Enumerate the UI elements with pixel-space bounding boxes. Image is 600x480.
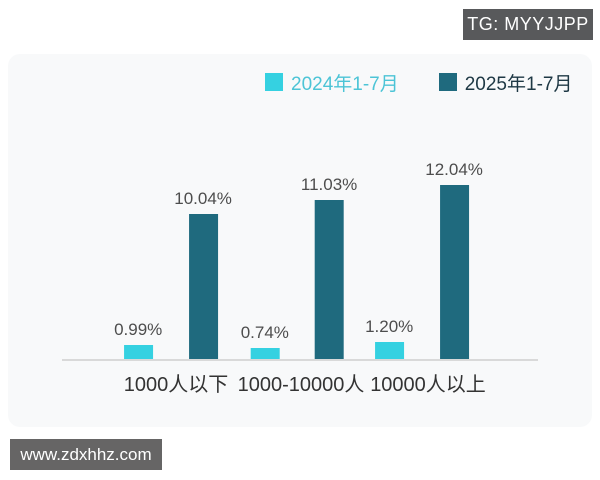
legend-item-2025: 2025年1-7月: [438, 69, 573, 96]
bar-2024: [250, 348, 280, 359]
category-axis: 1000人以下 1000-10000人 10000人以上: [62, 366, 538, 396]
legend-swatch-icon: [265, 73, 283, 91]
bar-column: 12.04%: [425, 160, 483, 359]
bar-chart-plot-area: 0.99% 10.04% 0.74% 11.03% 1.20% 12.04%: [62, 150, 538, 361]
bar-column: 10.04%: [174, 189, 232, 359]
bar-value-label: 12.04%: [425, 160, 483, 179]
bar-value-label: 0.99%: [114, 320, 163, 339]
bar-2024: [123, 345, 153, 359]
category-label-1: 1000人以下: [123, 374, 229, 396]
bar-value-label: 0.74%: [240, 323, 289, 342]
watermark-badge: www.zdxhhz.com: [10, 439, 162, 470]
bar-value-label: 10.04%: [174, 189, 232, 208]
bar-column: 0.74%: [241, 323, 289, 359]
bar-column: 0.99%: [114, 320, 162, 359]
chart-legend: 2024年1-7月 2025年1-7月: [265, 69, 573, 96]
bar-2025: [314, 200, 344, 359]
bar-group-3: 1.20% 12.04%: [365, 160, 483, 359]
legend-label: 2025年1-7月: [464, 73, 573, 95]
bar-column: 11.03%: [301, 175, 357, 359]
chart-card: 2024年1-7月 2025年1-7月 0.99% 10.04% 0.74% 11.03…: [8, 54, 592, 427]
bar-2025: [439, 185, 469, 359]
category-label-2: 1000-10000人: [237, 374, 365, 396]
telegram-contact-badge: TG: MYYJJPP: [463, 9, 593, 40]
legend-swatch-icon: [438, 73, 457, 91]
bar-2025: [188, 214, 218, 359]
bar-column: 1.20%: [365, 317, 413, 359]
bar-value-label: 11.03%: [300, 175, 358, 194]
legend-label: 2024年1-7月: [291, 73, 399, 95]
bar-value-label: 1.20%: [365, 317, 414, 336]
bar-group-2: 0.74% 11.03%: [241, 175, 357, 359]
legend-item-2024: 2024年1-7月: [265, 69, 399, 96]
category-label-3: 10000人以上: [370, 374, 486, 396]
bar-2024: [374, 342, 404, 359]
bar-group-1: 0.99% 10.04%: [114, 189, 232, 359]
